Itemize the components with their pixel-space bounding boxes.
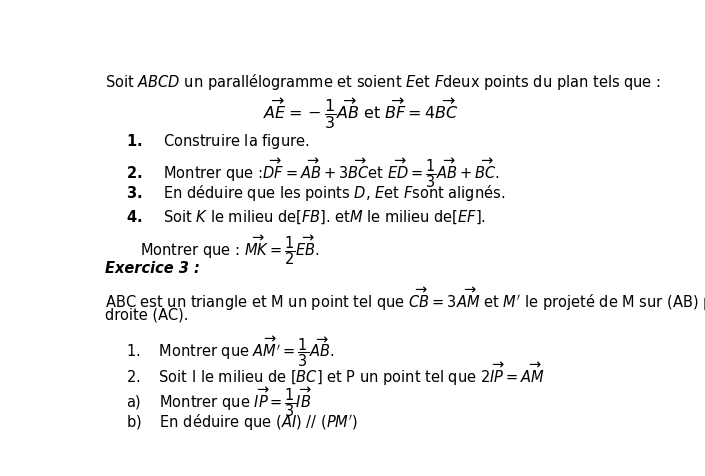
Text: droite (AC).: droite (AC).: [104, 308, 188, 323]
Text: $\mathbf{2.}$    Montrer que :$\overrightarrow{DF} = \overrightarrow{AB} + 3\ove: $\mathbf{2.}$ Montrer que :$\overrightar…: [126, 157, 501, 190]
Text: $\overrightarrow{AE} = -\dfrac{1}{3}\overrightarrow{AB}$ et $\overrightarrow{BF}: $\overrightarrow{AE} = -\dfrac{1}{3}\ove…: [264, 97, 459, 131]
Text: ABC est un triangle et M un point tel que $\overrightarrow{CB} = 3\overrightarro: ABC est un triangle et M un point tel qu…: [104, 286, 705, 313]
Text: 2.    Soit I le milieu de $[BC]$ et P un point tel que $2\overrightarrow{IP} = \: 2. Soit I le milieu de $[BC]$ et P un po…: [126, 361, 545, 388]
Text: a)    Montrer que $\overrightarrow{IP} = \dfrac{1}{3}\overrightarrow{IB}$: a) Montrer que $\overrightarrow{IP} = \d…: [126, 386, 312, 419]
Text: b)    En déduire que $(AI)$ // $(PM')$: b) En déduire que $(AI)$ // $(PM')$: [126, 412, 359, 432]
Text: Soit $\mathit{ABCD}$ un parallélogramme et soient $\mathit{E}$et $\mathit{F}$deu: Soit $\mathit{ABCD}$ un parallélogramme …: [104, 72, 661, 92]
Text: $\mathbf{3.}$    En déduire que les points $\mathit{D}$, $\mathit{E}$et $\mathit: $\mathbf{3.}$ En déduire que les points …: [126, 183, 505, 203]
Text: Exercice 3 :: Exercice 3 :: [104, 261, 200, 276]
Text: $\mathbf{1.}$    Construire la figure.: $\mathbf{1.}$ Construire la figure.: [126, 131, 310, 150]
Text: Montrer que : $\overrightarrow{MK} = \dfrac{1}{2}\overrightarrow{EB}$.: Montrer que : $\overrightarrow{MK} = \df…: [140, 233, 320, 267]
Text: $\mathbf{4.}$    Soit $\mathit{K}$ le milieu de$[\mathit{FB}]$. et$\mathit{M}$ l: $\mathbf{4.}$ Soit $\mathit{K}$ le milie…: [126, 208, 486, 226]
Text: 1.    Montrer que $\overrightarrow{AM'} = \dfrac{1}{3}\overrightarrow{AB}$.: 1. Montrer que $\overrightarrow{AM'} = \…: [126, 335, 335, 369]
